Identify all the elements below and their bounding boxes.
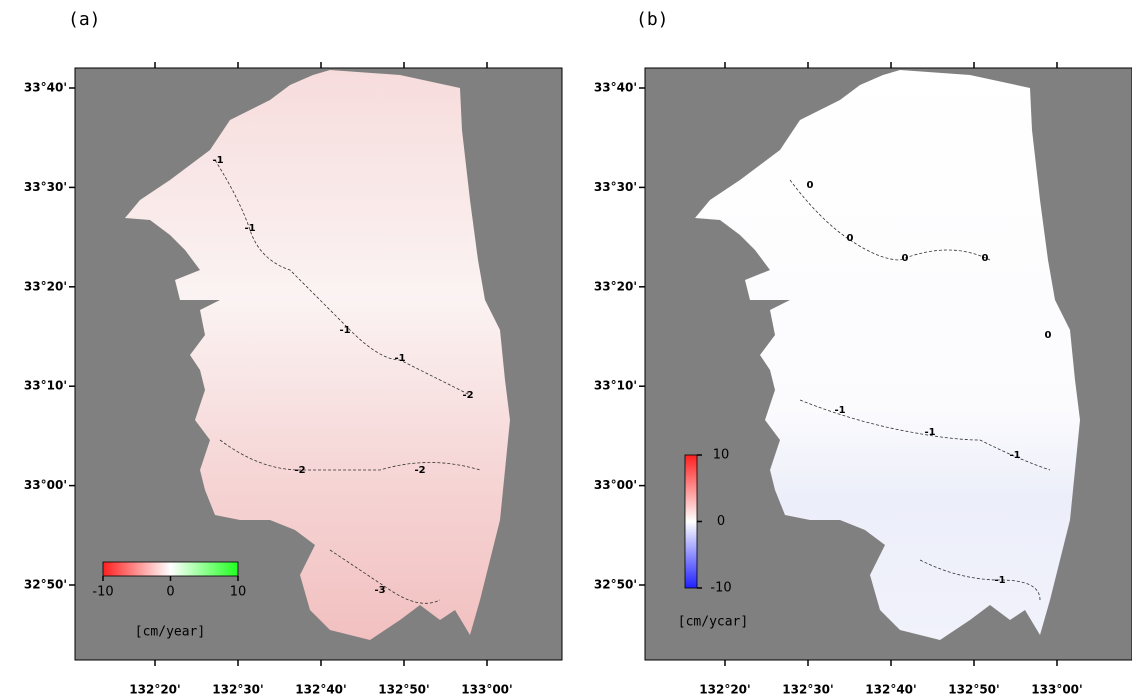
lon-tick-label: 132°30' <box>782 683 833 697</box>
lat-tick-label: 33°10' <box>24 379 67 393</box>
lat-tick-label: 33°00' <box>594 478 637 492</box>
colorbar-tick-label: 10 <box>713 448 730 463</box>
panel-label: (a) <box>68 9 101 30</box>
contour-label: 0 <box>982 253 989 264</box>
lon-tick-label: 132°40' <box>865 683 916 697</box>
lon-tick-label: 133°00' <box>1031 683 1082 697</box>
colorbar-tick-label: 10 <box>230 585 247 600</box>
contour-label: 0 <box>807 180 814 191</box>
panel-b-map <box>645 68 1132 660</box>
colorbar-unit: [cm/year] <box>135 625 205 640</box>
contour-label: -1 <box>394 353 405 364</box>
contour-label: 0 <box>847 233 854 244</box>
lat-tick-label: 33°10' <box>594 379 637 393</box>
lat-tick-label: 33°30' <box>594 180 637 194</box>
contour-label: -2 <box>414 465 425 476</box>
colorbar-tick-label: 0 <box>717 514 725 529</box>
lon-tick-label: 132°20' <box>699 683 750 697</box>
lon-tick-label: 133°00' <box>461 683 512 697</box>
lat-tick-label: 33°20' <box>24 279 67 293</box>
lat-tick-label: 33°30' <box>24 180 67 194</box>
contour-label: 0 <box>1045 330 1052 341</box>
contour-label: -1 <box>212 155 223 166</box>
contour-label: -1 <box>994 575 1005 586</box>
panel-a-map <box>75 68 562 660</box>
lat-tick-label: 32°50' <box>24 578 67 592</box>
contour-label: -1 <box>924 427 935 438</box>
map-frame <box>644 67 1132 661</box>
contour-label: -1 <box>339 325 350 336</box>
colorbar <box>684 454 698 589</box>
lat-tick-label: 33°00' <box>24 478 67 492</box>
lon-tick-label: 132°40' <box>295 683 346 697</box>
contour-label: -1 <box>834 405 845 416</box>
map-frame <box>74 67 563 661</box>
lat-tick-label: 33°40' <box>594 81 637 95</box>
contour-label: -3 <box>374 585 385 596</box>
colorbar-tick-label: 0 <box>166 585 174 600</box>
lon-tick-label: 132°50' <box>948 683 999 697</box>
lon-tick-label: 132°50' <box>378 683 429 697</box>
lat-tick-label: 33°40' <box>24 81 67 95</box>
contour-label: -1 <box>1009 450 1020 461</box>
lon-tick-label: 132°30' <box>212 683 263 697</box>
colorbar-unit: [cm/ycar] <box>678 615 748 630</box>
colorbar-tick-label: -10 <box>710 581 731 596</box>
lon-tick-label: 132°20' <box>129 683 180 697</box>
colorbar-tick-label: -10 <box>92 585 113 600</box>
contour-label: -2 <box>294 465 305 476</box>
colorbar <box>102 561 239 577</box>
lat-tick-label: 32°50' <box>594 578 637 592</box>
contour-label: 0 <box>902 253 909 264</box>
panel-label: (b) <box>636 9 669 30</box>
lat-tick-label: 33°20' <box>594 279 637 293</box>
contour-label: -2 <box>462 390 473 401</box>
contour-label: -1 <box>244 223 255 234</box>
